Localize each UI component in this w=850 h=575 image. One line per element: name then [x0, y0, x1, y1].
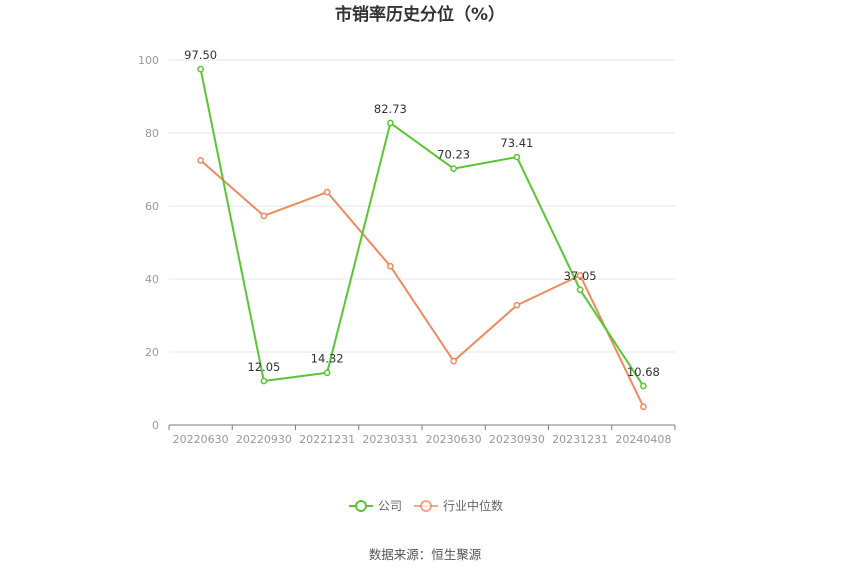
data-label: 70.23	[437, 148, 470, 162]
chart-title: 市销率历史分位（%）	[335, 4, 505, 25]
y-tick-label: 40	[145, 273, 159, 286]
legend-marker	[355, 500, 367, 512]
legend-label: 公司	[378, 499, 402, 513]
series-company: 97.50 12.05 14.32 82.73 70.23 73.41 37.05 10.68	[184, 48, 660, 390]
data-label: 14.32	[311, 352, 344, 366]
data-point	[450, 357, 457, 365]
data-point	[323, 188, 331, 196]
data-label: 97.50	[184, 48, 217, 62]
data-label: 12.05	[247, 360, 280, 374]
series-layer: 97.50 12.05 14.32 82.73 70.23 73.41 37.05 10.68	[184, 48, 660, 411]
data-label: 10.68	[627, 365, 660, 379]
data-point	[513, 153, 521, 161]
x-tick-label: 20230331	[362, 433, 418, 446]
data-point	[260, 377, 268, 385]
data-label: 82.73	[374, 102, 407, 116]
y-tick-label: 80	[145, 127, 159, 140]
series-industry-median	[197, 157, 647, 411]
legend-item-company[interactable]: 公司	[349, 499, 402, 513]
series-line	[199, 68, 645, 387]
y-tick-label: 0	[152, 419, 159, 432]
data-point	[260, 212, 268, 220]
legend-marker	[420, 500, 432, 512]
data-label: 37.05	[564, 269, 597, 283]
y-tick-label: 100	[138, 54, 159, 67]
y-tick-label: 60	[145, 200, 159, 213]
x-tick-label: 20220630	[173, 433, 229, 446]
y-tick-label: 20	[145, 346, 159, 359]
legend-label: 行业中位数	[443, 498, 503, 513]
x-tick-label: 20220930	[236, 433, 292, 446]
data-point	[640, 382, 647, 390]
x-tick-label: 20231231	[552, 433, 608, 446]
data-point	[450, 165, 457, 173]
data-point	[576, 272, 584, 279]
data-point	[387, 262, 394, 270]
x-tick-label: 20230630	[426, 433, 482, 446]
grid	[169, 59, 675, 426]
data-point	[197, 157, 204, 164]
data-point	[640, 403, 647, 411]
x-tick-label: 20230930	[489, 433, 545, 446]
legend-item-industry-median[interactable]: 行业中位数	[414, 498, 503, 513]
legend[interactable]: 公司 行业中位数	[349, 498, 503, 513]
y-axis: 0 20 40 60 80 100	[138, 54, 159, 432]
data-label: 73.41	[500, 136, 533, 150]
x-tick-label: 20240408	[615, 433, 671, 446]
x-axis: 20220630 20220930 20221231 20230331 20230630…	[168, 425, 676, 446]
series-line	[199, 159, 645, 408]
data-point	[197, 65, 204, 73]
data-point	[513, 301, 521, 309]
source-note: 数据来源：恒生聚源	[369, 547, 482, 562]
x-tick-label: 20221231	[299, 433, 355, 446]
data-point	[387, 119, 394, 127]
data-point	[323, 369, 331, 377]
data-point	[576, 286, 584, 294]
